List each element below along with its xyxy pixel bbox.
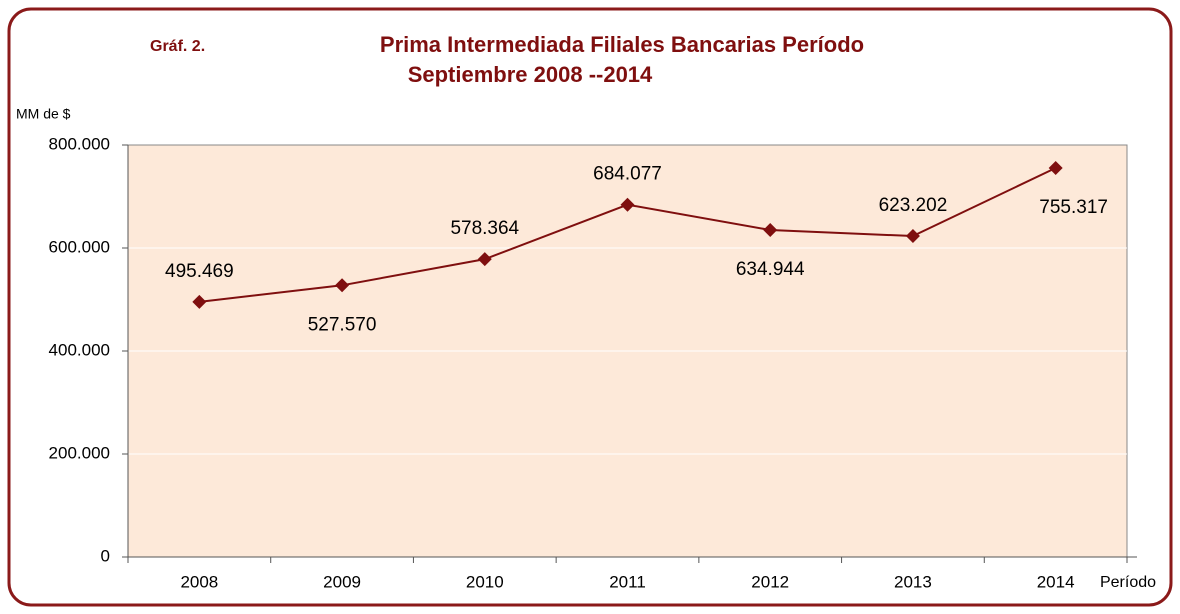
point [763,223,778,238]
point [620,197,635,212]
y-tick-label: 200.000 [49,443,110,462]
point [477,252,492,267]
x-tick-label: 2008 [180,572,218,591]
data-label: 623.202 [879,195,948,216]
x-tick-label: 2013 [894,572,932,591]
y-tick-label: 400.000 [49,340,110,359]
point [335,278,350,293]
x-tick-label: 2009 [323,572,361,591]
data-label: 684.077 [593,164,662,185]
chart-title: Prima Intermediada Filiales Bancarias Pe… [380,32,864,57]
point [905,229,920,244]
data-label: 755.317 [1039,197,1108,218]
point [1048,161,1063,176]
x-tick-label: 2014 [1037,572,1075,591]
x-axis-label: Período [1100,574,1156,591]
chart-subtitle: Septiembre 2008 --2014 [408,62,653,87]
data-label: 495.469 [165,261,234,282]
chart-label: Gráf. 2. [150,38,205,55]
x-tick-label: 2010 [466,572,504,591]
data-label: 527.570 [308,314,377,335]
data-label: 578.364 [450,218,519,239]
y-tick-label: 800.000 [49,134,110,153]
y-tick-label: 0 [101,546,110,565]
data-label: 634.944 [736,259,805,280]
x-tick-label: 2012 [751,572,789,591]
x-tick-label: 2011 [609,572,646,591]
y-axis-label: MM de $ [16,106,71,122]
y-tick-label: 600.000 [49,237,110,256]
point [192,294,207,309]
